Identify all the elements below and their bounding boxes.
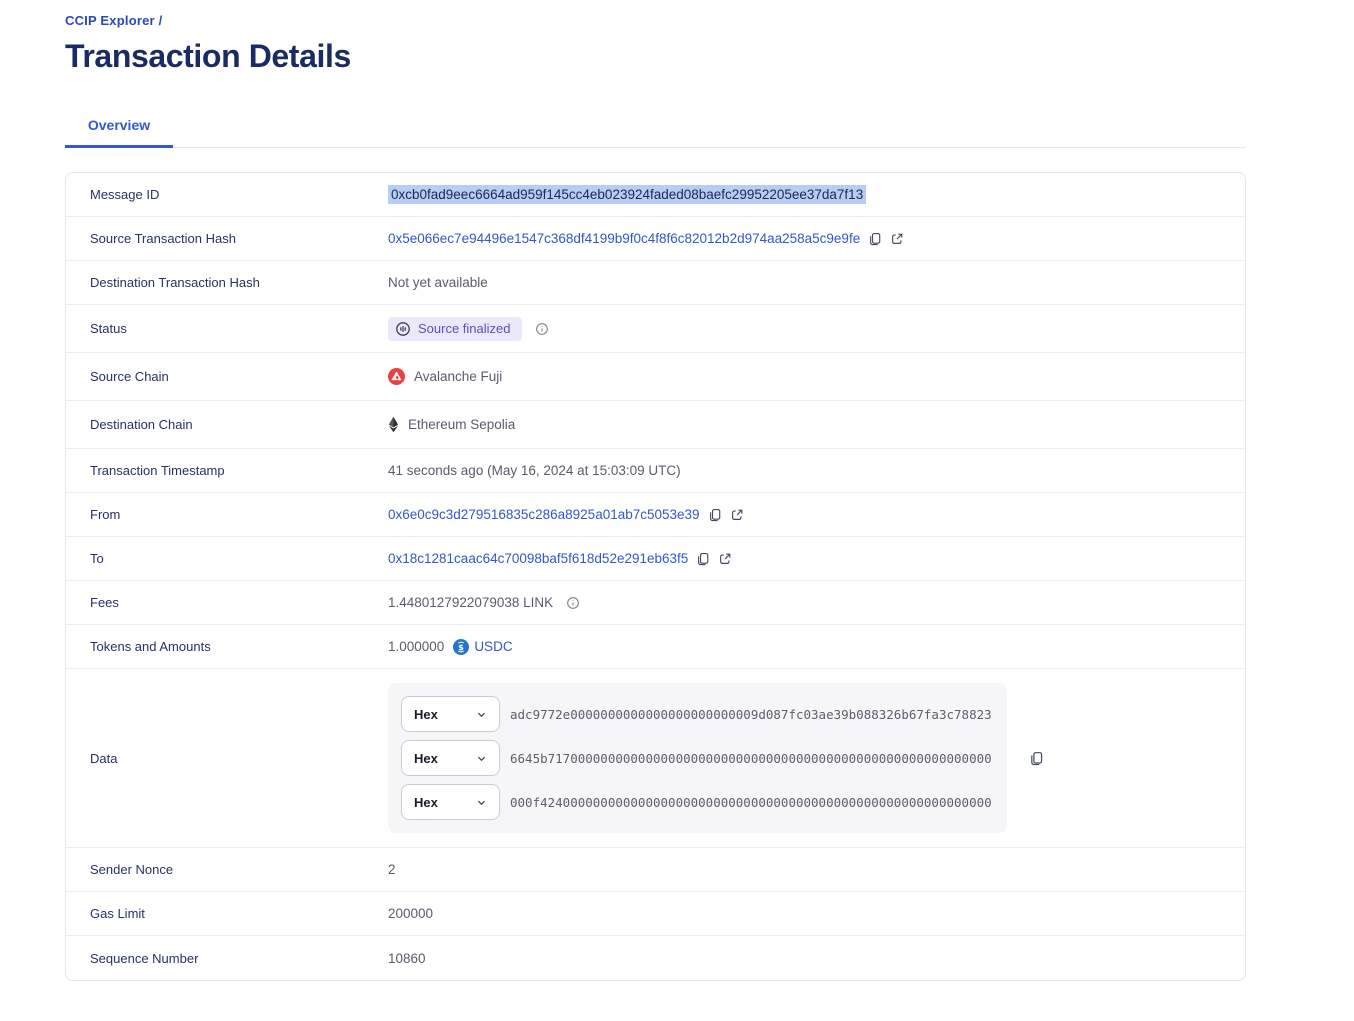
gas-limit-value: 200000 — [388, 906, 434, 921]
tokens-and-amounts-label: Tokens and Amounts — [90, 639, 211, 654]
usdc-icon: $ — [453, 638, 470, 655]
row-destination-tx-hash: Destination Transaction Hash Not yet ava… — [66, 261, 1245, 305]
row-gas-limit: Gas Limit 200000 — [66, 892, 1245, 936]
gas-limit-label: Gas Limit — [90, 906, 145, 921]
data-hex-box: Hex adc9772e0000000000000000000000009d08… — [388, 683, 1007, 833]
row-source-tx-hash: Source Transaction Hash 0x5e066ec7e94496… — [66, 217, 1245, 261]
finality-icon — [395, 321, 411, 337]
transaction-timestamp-label: Transaction Timestamp — [90, 463, 225, 478]
data-hex-line-1: adc9772e0000000000000000000000009d087fc0… — [510, 706, 992, 722]
destination-tx-hash-label: Destination Transaction Hash — [90, 275, 260, 290]
copy-icon[interactable] — [1029, 751, 1044, 766]
data-hex-line-3: 000f424000000000000000000000000000000000… — [510, 794, 992, 810]
hex-select-label: Hex — [414, 706, 438, 722]
copy-icon[interactable] — [868, 232, 882, 246]
row-destination-chain: Destination Chain Ethereum Sepolia — [66, 401, 1245, 449]
source-tx-hash-label: Source Transaction Hash — [90, 231, 236, 246]
destination-chain-name: Ethereum Sepolia — [408, 417, 516, 432]
from-address-link[interactable]: 0x6e0c9c3d279516835c286a8925a01ab7c5053e… — [388, 507, 700, 522]
sender-nonce-label: Sender Nonce — [90, 862, 174, 877]
hex-format-select[interactable]: Hex — [401, 696, 500, 732]
row-from: From 0x6e0c9c3d279516835c286a8925a01ab7c… — [66, 493, 1245, 537]
fees-label: Fees — [90, 595, 119, 610]
tab-bar: Overview — [65, 117, 1246, 148]
to-label: To — [90, 551, 104, 566]
status-info-icon[interactable] — [535, 322, 549, 336]
source-chain-name: Avalanche Fuji — [414, 369, 503, 384]
data-line: Hex adc9772e0000000000000000000000009d08… — [401, 696, 994, 732]
destination-tx-hash-value: Not yet available — [388, 275, 488, 290]
source-chain-label: Source Chain — [90, 369, 169, 384]
chevron-down-icon — [476, 709, 487, 720]
token-symbol: USDC — [474, 639, 513, 654]
external-link-icon[interactable] — [890, 232, 904, 246]
token-amount: 1.000000 — [388, 639, 445, 654]
sequence-number-value: 10860 — [388, 950, 426, 966]
page-title: Transaction Details — [65, 38, 351, 74]
breadcrumb-ccip-explorer-link[interactable]: CCIP Explorer — [65, 13, 155, 28]
from-label: From — [90, 507, 121, 522]
hex-format-select[interactable]: Hex — [401, 740, 500, 776]
data-line: Hex 000f42400000000000000000000000000000… — [401, 784, 994, 820]
fees-info-icon[interactable] — [566, 596, 580, 610]
hex-format-select[interactable]: Hex — [401, 784, 500, 820]
row-sender-nonce: Sender Nonce 2 — [66, 848, 1245, 892]
status-badge: Source finalized — [388, 316, 522, 341]
row-data: Data Hex adc9772e00000000000000000000000… — [66, 669, 1245, 848]
message-id-label: Message ID — [90, 187, 160, 202]
data-hex-line-2: 6645b71700000000000000000000000000000000… — [510, 750, 992, 766]
message-id-value[interactable]: 0xcb0fad9eec6664ad959f145cc4eb023924fade… — [388, 185, 867, 204]
source-tx-hash-link[interactable]: 0x5e066ec7e94496e1547c368df4199b9f0c4f8f… — [388, 231, 861, 246]
row-message-id: Message ID 0xcb0fad9eec6664ad959f145cc4e… — [66, 173, 1245, 217]
data-label: Data — [90, 750, 118, 766]
external-link-icon[interactable] — [730, 508, 744, 522]
data-line: Hex 6645b7170000000000000000000000000000… — [401, 740, 994, 776]
row-transaction-timestamp: Transaction Timestamp 41 seconds ago (Ma… — [66, 449, 1245, 493]
tab-overview[interactable]: Overview — [65, 117, 173, 148]
row-source-chain: Source Chain Avalanche Fuji — [66, 353, 1245, 401]
transaction-timestamp-value: 41 seconds ago (May 16, 2024 at 15:03:09… — [388, 463, 681, 478]
row-to: To 0x18c1281caac64c70098baf5f618d52e291e… — [66, 537, 1245, 581]
breadcrumb-separator: / — [158, 13, 163, 28]
svg-text:$: $ — [459, 642, 465, 651]
hex-select-label: Hex — [414, 794, 438, 810]
row-status: Status Source finalized — [66, 305, 1245, 353]
chevron-down-icon — [476, 753, 487, 764]
sequence-number-label: Sequence Number — [90, 950, 199, 966]
breadcrumb: CCIP Explorer / — [65, 13, 1246, 28]
copy-icon[interactable] — [696, 552, 710, 566]
to-address-link[interactable]: 0x18c1281caac64c70098baf5f618d52e291eb63… — [388, 551, 689, 566]
ethereum-icon — [388, 416, 399, 433]
chevron-down-icon — [476, 797, 487, 808]
status-label: Status — [90, 321, 127, 336]
fees-value: 1.4480127922079038 LINK — [388, 595, 554, 610]
row-sequence-number: Sequence Number 10860 — [66, 936, 1245, 980]
row-tokens-and-amounts: Tokens and Amounts 1.000000 $ USDC — [66, 625, 1245, 669]
destination-chain-label: Destination Chain — [90, 417, 193, 432]
external-link-icon[interactable] — [718, 552, 732, 566]
row-fees: Fees 1.4480127922079038 LINK — [66, 581, 1245, 625]
token-link[interactable]: $ USDC — [453, 638, 513, 655]
avalanche-icon — [388, 368, 405, 385]
transaction-details-table: Message ID 0xcb0fad9eec6664ad959f145cc4e… — [65, 172, 1246, 981]
copy-icon[interactable] — [708, 508, 722, 522]
status-badge-text: Source finalized — [418, 321, 511, 336]
hex-select-label: Hex — [414, 750, 438, 766]
sender-nonce-value: 2 — [388, 862, 396, 877]
